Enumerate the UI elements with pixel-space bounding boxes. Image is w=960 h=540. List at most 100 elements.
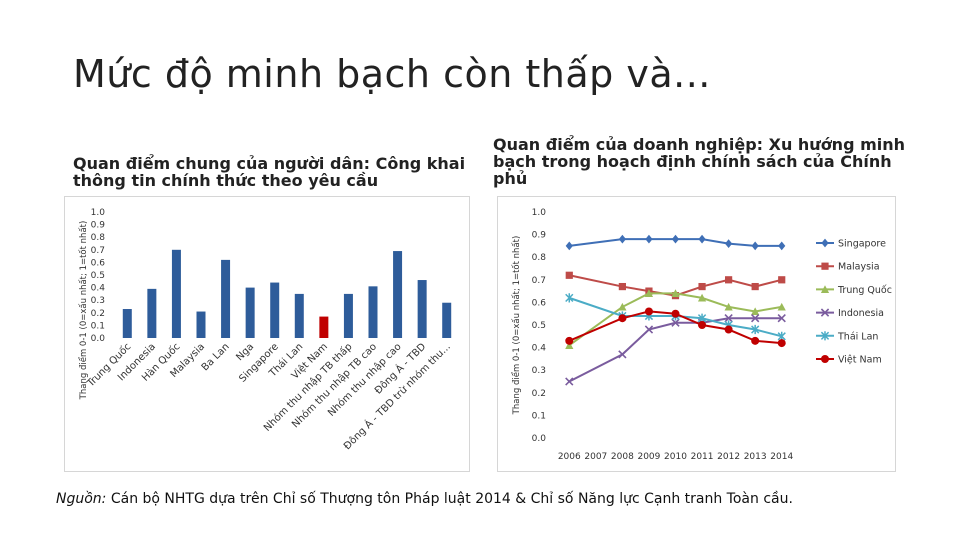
line-y-tick-label: 1.0: [532, 208, 547, 218]
data-point: [751, 241, 759, 251]
line-y-tick-label: 0.3: [532, 366, 546, 376]
bar: [147, 288, 157, 338]
data-point: [724, 302, 733, 311]
data-point: [778, 276, 786, 284]
data-point: [618, 282, 626, 291]
data-point: [565, 293, 574, 303]
legend-marker: [820, 308, 830, 317]
legend-label: Thái Lan: [837, 331, 878, 342]
data-point: [618, 234, 626, 244]
line-x-tick-label: 2014: [770, 452, 793, 462]
data-point: [671, 318, 680, 327]
data-point: [778, 241, 786, 251]
data-point: [724, 325, 733, 334]
right-chart-heading: Quan điểm của doanh nghiệp: Xu hướng min…: [493, 135, 906, 188]
series-line: [569, 238, 782, 247]
bar: [393, 251, 403, 338]
bar-category-label: Ba Lan: [200, 341, 232, 373]
bar: [196, 311, 206, 338]
legend-label: Việt Nam: [838, 355, 882, 366]
line-series: [565, 289, 786, 349]
line-y-tick-label: 0.0: [532, 434, 547, 444]
line-y-tick-label: 0.1: [532, 411, 546, 421]
source-text: Cán bộ NHTG dựa trên Chỉ số Thượng tôn P…: [106, 491, 793, 507]
bar: [171, 249, 181, 338]
bar: [319, 316, 329, 338]
bar-y-tick-label: 0.6: [91, 258, 106, 268]
bar-y-axis-label: Thang điểm 0-1 (0=xấu nhất; 1=tốt nhất): [78, 221, 89, 401]
bar: [368, 286, 378, 338]
data-point: [751, 282, 759, 291]
data-point: [618, 302, 627, 311]
data-point: [725, 276, 733, 284]
data-point: [565, 271, 573, 279]
data-point: [751, 336, 760, 345]
bar-y-tick-label: 0.4: [91, 284, 106, 294]
legend-marker: [821, 355, 829, 363]
data-point: [777, 339, 786, 348]
legend-marker: [821, 238, 829, 248]
data-point: [698, 234, 706, 244]
line-x-tick-label: 2012: [717, 452, 740, 462]
series-line: [568, 292, 782, 347]
line-y-tick-label: 0.7: [532, 276, 546, 286]
line-series: [565, 234, 786, 251]
data-point: [671, 289, 680, 297]
left-chart-heading: Quan điểm chung của người dân: Công khai…: [73, 154, 466, 190]
data-point: [698, 282, 706, 291]
line-x-tick-label: 2013: [744, 452, 767, 462]
legend-label: Trung Quốc: [837, 285, 892, 296]
legend-label: Singapore: [838, 239, 886, 250]
line-x-tick-label: 2006: [558, 452, 581, 462]
line-y-tick-label: 0.5: [532, 321, 546, 331]
line-y-tick-label: 0.8: [532, 253, 547, 263]
legend-marker: [820, 331, 830, 341]
bar-y-tick-label: 1.0: [91, 208, 106, 218]
data-point: [618, 350, 627, 359]
data-point: [751, 324, 760, 335]
series-line: [569, 274, 782, 297]
line-x-tick-label: 2007: [584, 452, 607, 462]
source-note: Nguồn: Cán bộ NHTG dựa trên Chỉ số Thượn…: [56, 491, 793, 507]
bar-chart-panel: Thang điểm 0-1 (0=xấu nhất; 1=tốt nhất) 0…: [64, 196, 470, 472]
data-point: [777, 314, 786, 323]
legend-marker: [821, 262, 829, 270]
data-point: [751, 307, 760, 316]
legend-marker: [820, 285, 830, 293]
data-point: [725, 239, 733, 249]
bar-chart: Thang điểm 0-1 (0=xấu nhất; 1=tốt nhất) 0…: [78, 208, 453, 452]
series-line: [568, 310, 782, 345]
line-y-tick-label: 0.9: [532, 231, 547, 241]
data-point: [645, 234, 653, 244]
legend-label: Malaysia: [838, 262, 880, 273]
bar: [221, 259, 231, 338]
data-point: [644, 307, 653, 316]
line-x-tick-label: 2011: [691, 452, 714, 462]
line-chart-panel: Thang điểm 0-1 (0=xấu nhất; 1=tốt nhất) 0…: [497, 196, 896, 472]
data-point: [565, 241, 573, 251]
line-x-tick-label: 2009: [637, 452, 660, 462]
data-point: [644, 289, 654, 297]
bar-y-tick-label: 0.7: [91, 246, 105, 256]
source-label: Nguồn:: [56, 491, 107, 507]
data-point: [697, 293, 707, 302]
bar: [442, 302, 452, 338]
bar-y-tick-label: 0.5: [91, 271, 105, 281]
bar: [343, 293, 353, 338]
data-point: [671, 309, 680, 318]
bar-y-tick-label: 0.9: [91, 221, 106, 231]
line-y-axis-label: Thang điểm 0-1 (0=xấu nhất; 1=tốt nhất): [511, 236, 522, 416]
line-series: [565, 307, 786, 348]
legend-label: Indonesia: [838, 308, 884, 319]
data-point: [565, 341, 574, 349]
bar: [245, 287, 255, 338]
line-x-tick-label: 2010: [664, 452, 687, 462]
bar-y-tick-label: 0.0: [91, 334, 106, 344]
line-y-tick-label: 0.4: [532, 344, 547, 354]
line-chart: Thang điểm 0-1 (0=xấu nhất; 1=tốt nhất) 0…: [511, 208, 892, 462]
data-point: [565, 336, 574, 345]
series-line: [568, 317, 782, 383]
bar-y-tick-label: 0.1: [91, 321, 105, 331]
data-point: [644, 325, 654, 334]
line-y-tick-label: 0.2: [532, 389, 546, 399]
